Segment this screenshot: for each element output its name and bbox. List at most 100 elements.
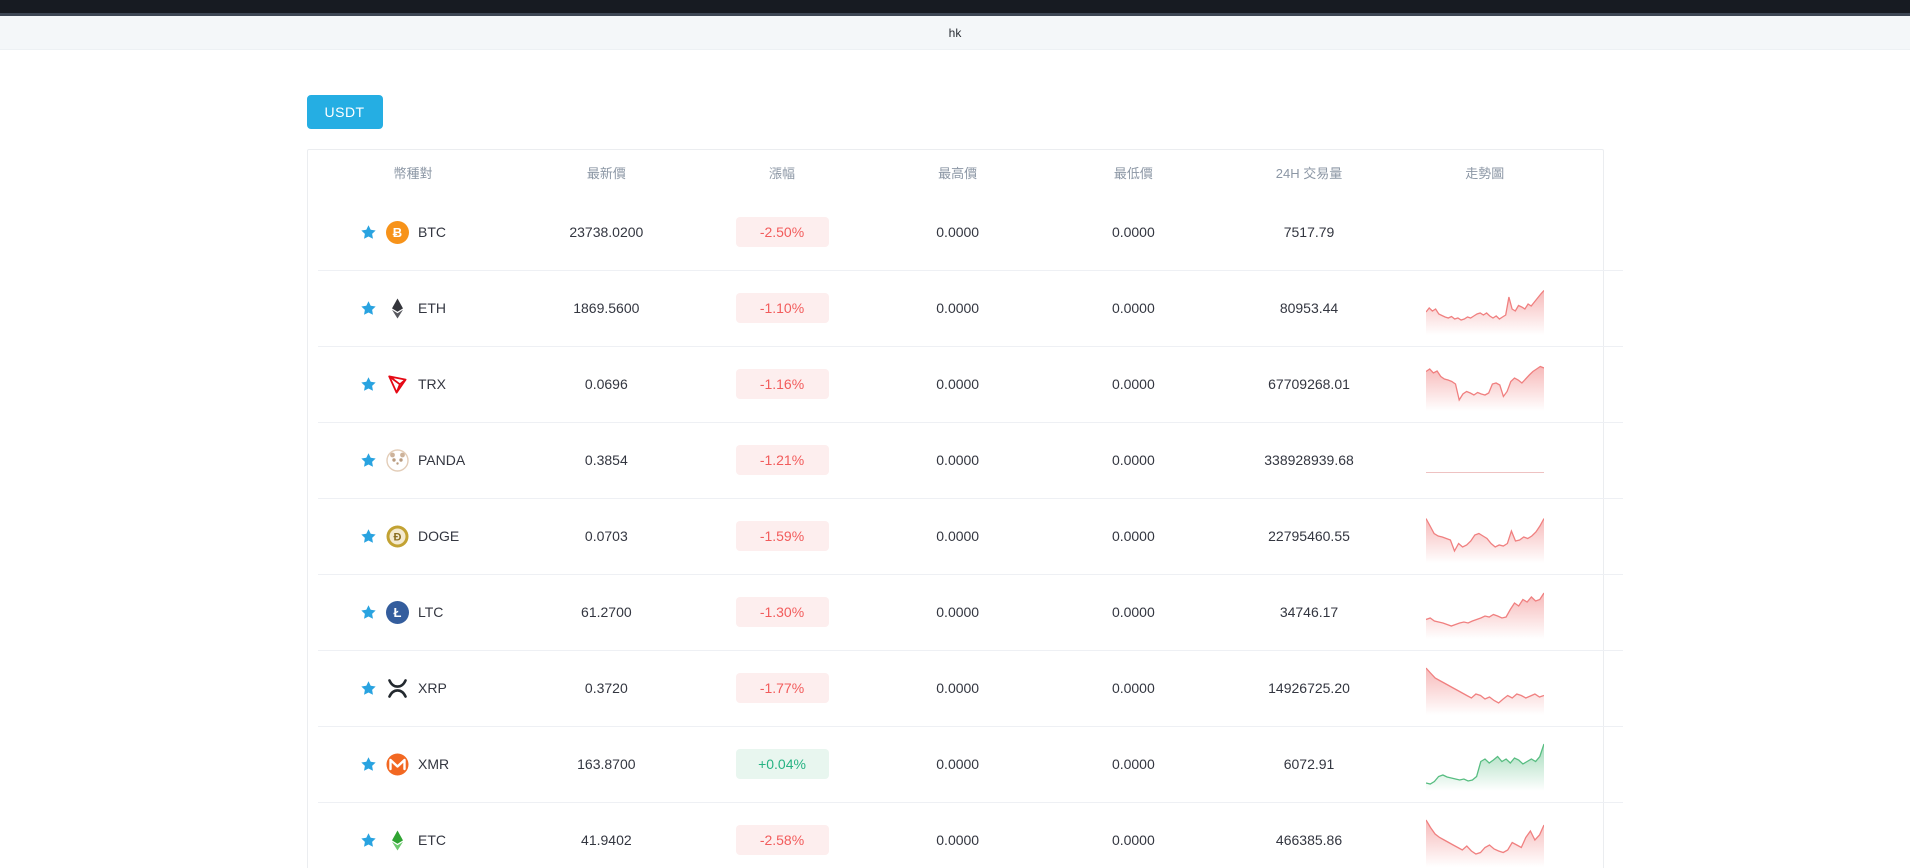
change-badge: -1.10%: [735, 293, 829, 323]
table-row[interactable]: PANDA 0.3854 -1.21% 0.0000 0.0000 338928…: [308, 422, 1623, 498]
coin-symbol: XRP: [418, 680, 447, 696]
volume-24h: 7517.79: [1283, 224, 1335, 240]
ltc-icon: Ł: [386, 600, 409, 624]
svg-text:Đ: Đ: [394, 531, 402, 543]
table-row[interactable]: TRX 0.0696 -1.16% 0.0000 0.0000 67709268…: [308, 346, 1623, 422]
latest-price: 163.8700: [577, 756, 636, 772]
market-page: USDT 幣種對 最新價 漲幅 最高價 最低價 24H 交易量 走勢圖 Ƀ BTC 2373…: [306, 50, 1623, 868]
doge-icon: Đ: [386, 525, 409, 548]
trend-sparkline: [1397, 357, 1573, 411]
low-price: 0.0000: [1111, 604, 1155, 620]
latest-price: 23738.0200: [569, 224, 644, 240]
low-price: 0.0000: [1111, 376, 1155, 392]
high-price: 0.0000: [936, 832, 980, 848]
change-badge: -1.59%: [735, 521, 829, 551]
table-row[interactable]: Ƀ BTC 23738.0200 -2.50% 0.0000 0.0000 75…: [308, 194, 1603, 270]
table-row[interactable]: XRP 0.3720 -1.77% 0.0000 0.0000 14926725…: [308, 650, 1623, 726]
table-row[interactable]: Ł LTC 61.2700 -1.30% 0.0000 0.0000 34746…: [308, 574, 1623, 650]
column-header: 最低價: [1113, 165, 1153, 181]
favorite-star-icon[interactable]: [360, 832, 377, 849]
table-header-row: 幣種對 最新價 漲幅 最高價 最低價 24H 交易量 走勢圖: [308, 150, 1603, 194]
change-badge: +0.04%: [735, 749, 829, 779]
eth-icon: [386, 297, 409, 320]
change-badge: -1.30%: [735, 597, 829, 627]
coin-symbol: ETC: [418, 832, 446, 848]
high-price: 0.0000: [936, 224, 980, 240]
latest-price: 0.0703: [584, 528, 628, 544]
column-header: 漲幅: [769, 165, 796, 181]
favorite-star-icon[interactable]: [360, 528, 377, 545]
column-header: 最高價: [938, 165, 978, 181]
volume-24h: 67709268.01: [1268, 376, 1350, 392]
panda-icon: [386, 448, 409, 472]
high-price: 0.0000: [936, 376, 980, 392]
favorite-star-icon[interactable]: [360, 680, 377, 697]
low-price: 0.0000: [1111, 832, 1155, 848]
column-header: 24H 交易量: [1275, 165, 1343, 181]
favorite-star-icon[interactable]: [360, 300, 377, 317]
volume-24h: 466385.86: [1275, 832, 1343, 848]
low-price: 0.0000: [1111, 756, 1155, 772]
favorite-star-icon[interactable]: [360, 604, 377, 621]
table-row[interactable]: XMR 163.8700 +0.04% 0.0000 0.0000 6072.9…: [308, 726, 1623, 802]
volume-24h: 22795460.55: [1268, 528, 1350, 544]
usdt-tab-button[interactable]: USDT: [306, 95, 383, 129]
sub-header-bar: hk: [0, 16, 1910, 50]
change-badge: -2.50%: [735, 217, 829, 247]
trend-sparkline: [1397, 813, 1573, 867]
table-row[interactable]: ETC 41.9402 -2.58% 0.0000 0.0000 466385.…: [308, 802, 1623, 868]
coin-symbol: XMR: [418, 756, 450, 772]
trend-sparkline: [1397, 737, 1573, 791]
change-badge: -1.77%: [735, 673, 829, 703]
btc-icon: Ƀ: [386, 220, 409, 244]
coin-symbol: TRX: [418, 376, 446, 392]
coin-symbol: BTC: [418, 224, 446, 240]
table-row[interactable]: ETH 1869.5600 -1.10% 0.0000 0.0000 80953…: [308, 270, 1623, 346]
coin-symbol: ETH: [418, 300, 446, 316]
latest-price: 1869.5600: [573, 300, 640, 316]
low-price: 0.0000: [1111, 680, 1155, 696]
xmr-icon: [386, 753, 409, 776]
table-row[interactable]: Đ DOGE 0.0703 -1.59% 0.0000 0.0000 22795…: [308, 498, 1623, 574]
volume-24h: 14926725.20: [1268, 680, 1350, 696]
top-navigation-bar: [0, 0, 1910, 16]
high-price: 0.0000: [936, 452, 980, 468]
trx-icon: [386, 373, 409, 396]
trend-sparkline: [1397, 509, 1573, 563]
xrp-icon: [386, 677, 409, 700]
change-badge: -1.21%: [735, 445, 829, 475]
market-rows: Ƀ BTC 23738.0200 -2.50% 0.0000 0.0000 75…: [308, 194, 1623, 868]
change-badge: -2.58%: [735, 825, 829, 855]
low-price: 0.0000: [1111, 300, 1155, 316]
favorite-star-icon[interactable]: [360, 452, 377, 469]
high-price: 0.0000: [936, 680, 980, 696]
coin-symbol: DOGE: [418, 528, 460, 544]
favorite-star-icon[interactable]: [360, 224, 377, 241]
volume-24h: 34746.17: [1279, 604, 1339, 620]
high-price: 0.0000: [936, 528, 980, 544]
low-price: 0.0000: [1111, 528, 1155, 544]
market-table-card: 幣種對 最新價 漲幅 最高價 最低價 24H 交易量 走勢圖 Ƀ BTC 23738.020…: [306, 149, 1623, 868]
volume-24h: 338928939.68: [1264, 452, 1354, 468]
trend-sparkline: [1397, 661, 1573, 715]
low-price: 0.0000: [1111, 224, 1155, 240]
volume-24h: 80953.44: [1279, 300, 1339, 316]
change-badge: -1.16%: [735, 369, 829, 399]
low-price: 0.0000: [1111, 452, 1155, 468]
etc-icon: [386, 829, 409, 852]
trend-sparkline: [1397, 585, 1573, 639]
column-header: 幣種對: [393, 165, 433, 181]
latest-price: 61.2700: [581, 604, 632, 620]
favorite-star-icon[interactable]: [360, 376, 377, 393]
language-selector[interactable]: hk: [948, 25, 962, 40]
high-price: 0.0000: [936, 604, 980, 620]
column-header: 最新價: [586, 165, 626, 181]
trend-sparkline: [1397, 433, 1573, 487]
favorite-star-icon[interactable]: [360, 756, 377, 773]
coin-symbol: PANDA: [418, 452, 466, 468]
trend-sparkline: [1397, 281, 1573, 335]
high-price: 0.0000: [936, 756, 980, 772]
latest-price: 41.9402: [581, 832, 632, 848]
column-header: 走勢圖: [1465, 165, 1505, 181]
coin-symbol: LTC: [418, 604, 444, 620]
